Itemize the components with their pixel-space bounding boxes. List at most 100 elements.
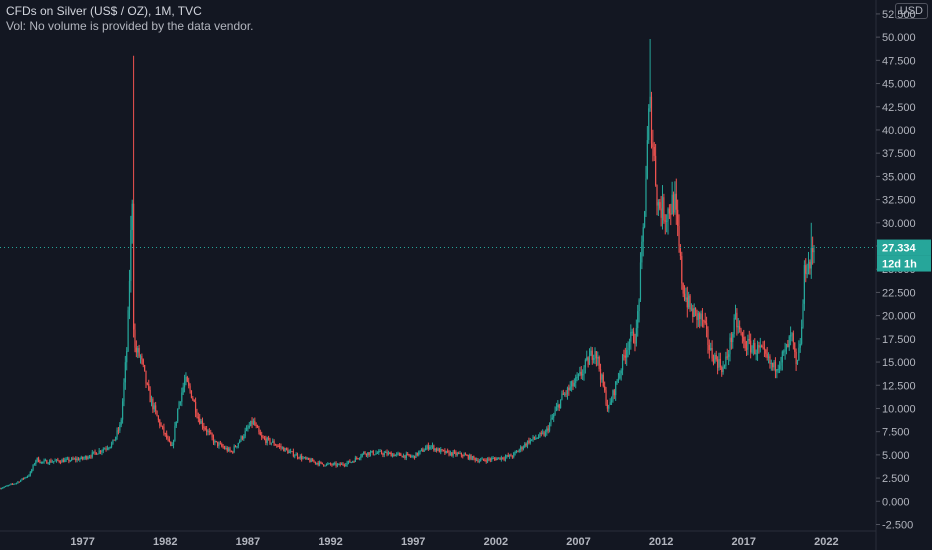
candle-body	[197, 416, 199, 419]
candle-body	[750, 340, 752, 353]
candle-body	[66, 458, 69, 460]
candle-body	[677, 209, 679, 226]
candle-body	[185, 376, 187, 382]
candle-body	[608, 404, 610, 409]
candle-body	[398, 453, 401, 455]
candle-body	[192, 397, 194, 400]
candle-body	[407, 453, 409, 455]
candle-body	[591, 350, 593, 360]
candle-body	[215, 440, 217, 442]
candle-body	[761, 345, 763, 348]
candle-body	[117, 430, 120, 432]
candle-body	[812, 247, 814, 253]
y-tick-label: 50.000	[882, 32, 916, 44]
candle-body	[693, 307, 695, 317]
candle-body	[127, 310, 129, 352]
candle-body	[612, 390, 614, 401]
candle-body	[258, 427, 260, 433]
candle-body	[241, 436, 244, 439]
candle-body	[203, 426, 205, 428]
candle-body	[382, 453, 384, 455]
candle-body	[248, 425, 250, 428]
candle-body	[433, 445, 435, 451]
candle-body	[785, 344, 788, 350]
candle-body	[174, 425, 176, 441]
candle-body	[456, 453, 458, 455]
candle-body	[298, 457, 300, 459]
candle-body	[223, 447, 226, 449]
candle-body	[25, 477, 27, 479]
candle-body	[554, 410, 556, 415]
candle-body	[296, 454, 299, 458]
candle-body	[606, 404, 609, 409]
candle-body	[245, 427, 248, 431]
candle-body	[448, 451, 450, 456]
candle-body	[217, 441, 219, 447]
candle-body	[573, 382, 575, 387]
candle-body	[459, 452, 461, 454]
candle-body	[499, 457, 501, 460]
candle-body	[99, 450, 102, 453]
candle-body	[313, 461, 315, 463]
candle-body	[650, 96, 653, 144]
candle-body	[283, 447, 285, 452]
candle-body	[655, 155, 657, 186]
candle-body	[324, 465, 326, 467]
candle-body	[305, 457, 307, 459]
candle-body	[82, 456, 84, 459]
candle-body	[189, 385, 191, 391]
candle-body	[707, 329, 709, 345]
candle-body	[188, 381, 190, 386]
candle-body	[524, 443, 526, 448]
candle-body	[280, 446, 282, 448]
candle-body	[265, 438, 267, 443]
candle-body	[733, 317, 735, 334]
candle-body	[294, 455, 296, 457]
candle-body	[146, 383, 148, 385]
candle-body	[547, 428, 549, 431]
x-tick-label: 2007	[566, 536, 590, 548]
candle-body	[372, 450, 374, 455]
candle-body	[321, 462, 323, 465]
candle-body	[584, 359, 586, 368]
candle-body	[68, 458, 70, 462]
candle-body	[0, 488, 1, 490]
candle-body	[564, 393, 566, 395]
candle-body	[568, 387, 570, 391]
candle-body	[597, 357, 599, 359]
candle-body	[571, 381, 573, 387]
candle-body	[124, 362, 126, 383]
candle-body	[671, 194, 673, 215]
candle-body	[119, 424, 121, 431]
candle-body	[347, 460, 350, 463]
candle-body	[22, 478, 25, 480]
candle-body	[686, 297, 688, 308]
candle-body	[648, 108, 650, 141]
candle-body	[28, 475, 30, 477]
candle-body	[334, 463, 336, 465]
symbol-title[interactable]: CFDs on Silver (US$ / OZ), 1M, TVC	[6, 4, 202, 18]
candle-body	[167, 438, 169, 440]
candle-body	[137, 348, 139, 353]
candle-body	[251, 420, 253, 425]
currency-badge[interactable]: USD	[894, 3, 928, 19]
candle-body	[595, 351, 597, 359]
candle-body	[678, 225, 680, 247]
candle-body	[94, 451, 96, 453]
candle-body	[718, 359, 720, 368]
candle-body	[755, 353, 757, 355]
candle-body	[553, 414, 555, 418]
candle-body	[10, 483, 12, 485]
candle-body	[529, 439, 531, 444]
candle-body	[604, 386, 606, 391]
candle-body	[509, 454, 511, 457]
candle-body	[639, 262, 642, 300]
candle-body	[142, 359, 144, 365]
candle-body	[343, 464, 345, 466]
candle-body	[473, 456, 475, 458]
candle-body	[711, 347, 713, 359]
candle-body	[723, 365, 726, 367]
candle-body	[638, 299, 640, 312]
candle-body	[478, 460, 480, 462]
